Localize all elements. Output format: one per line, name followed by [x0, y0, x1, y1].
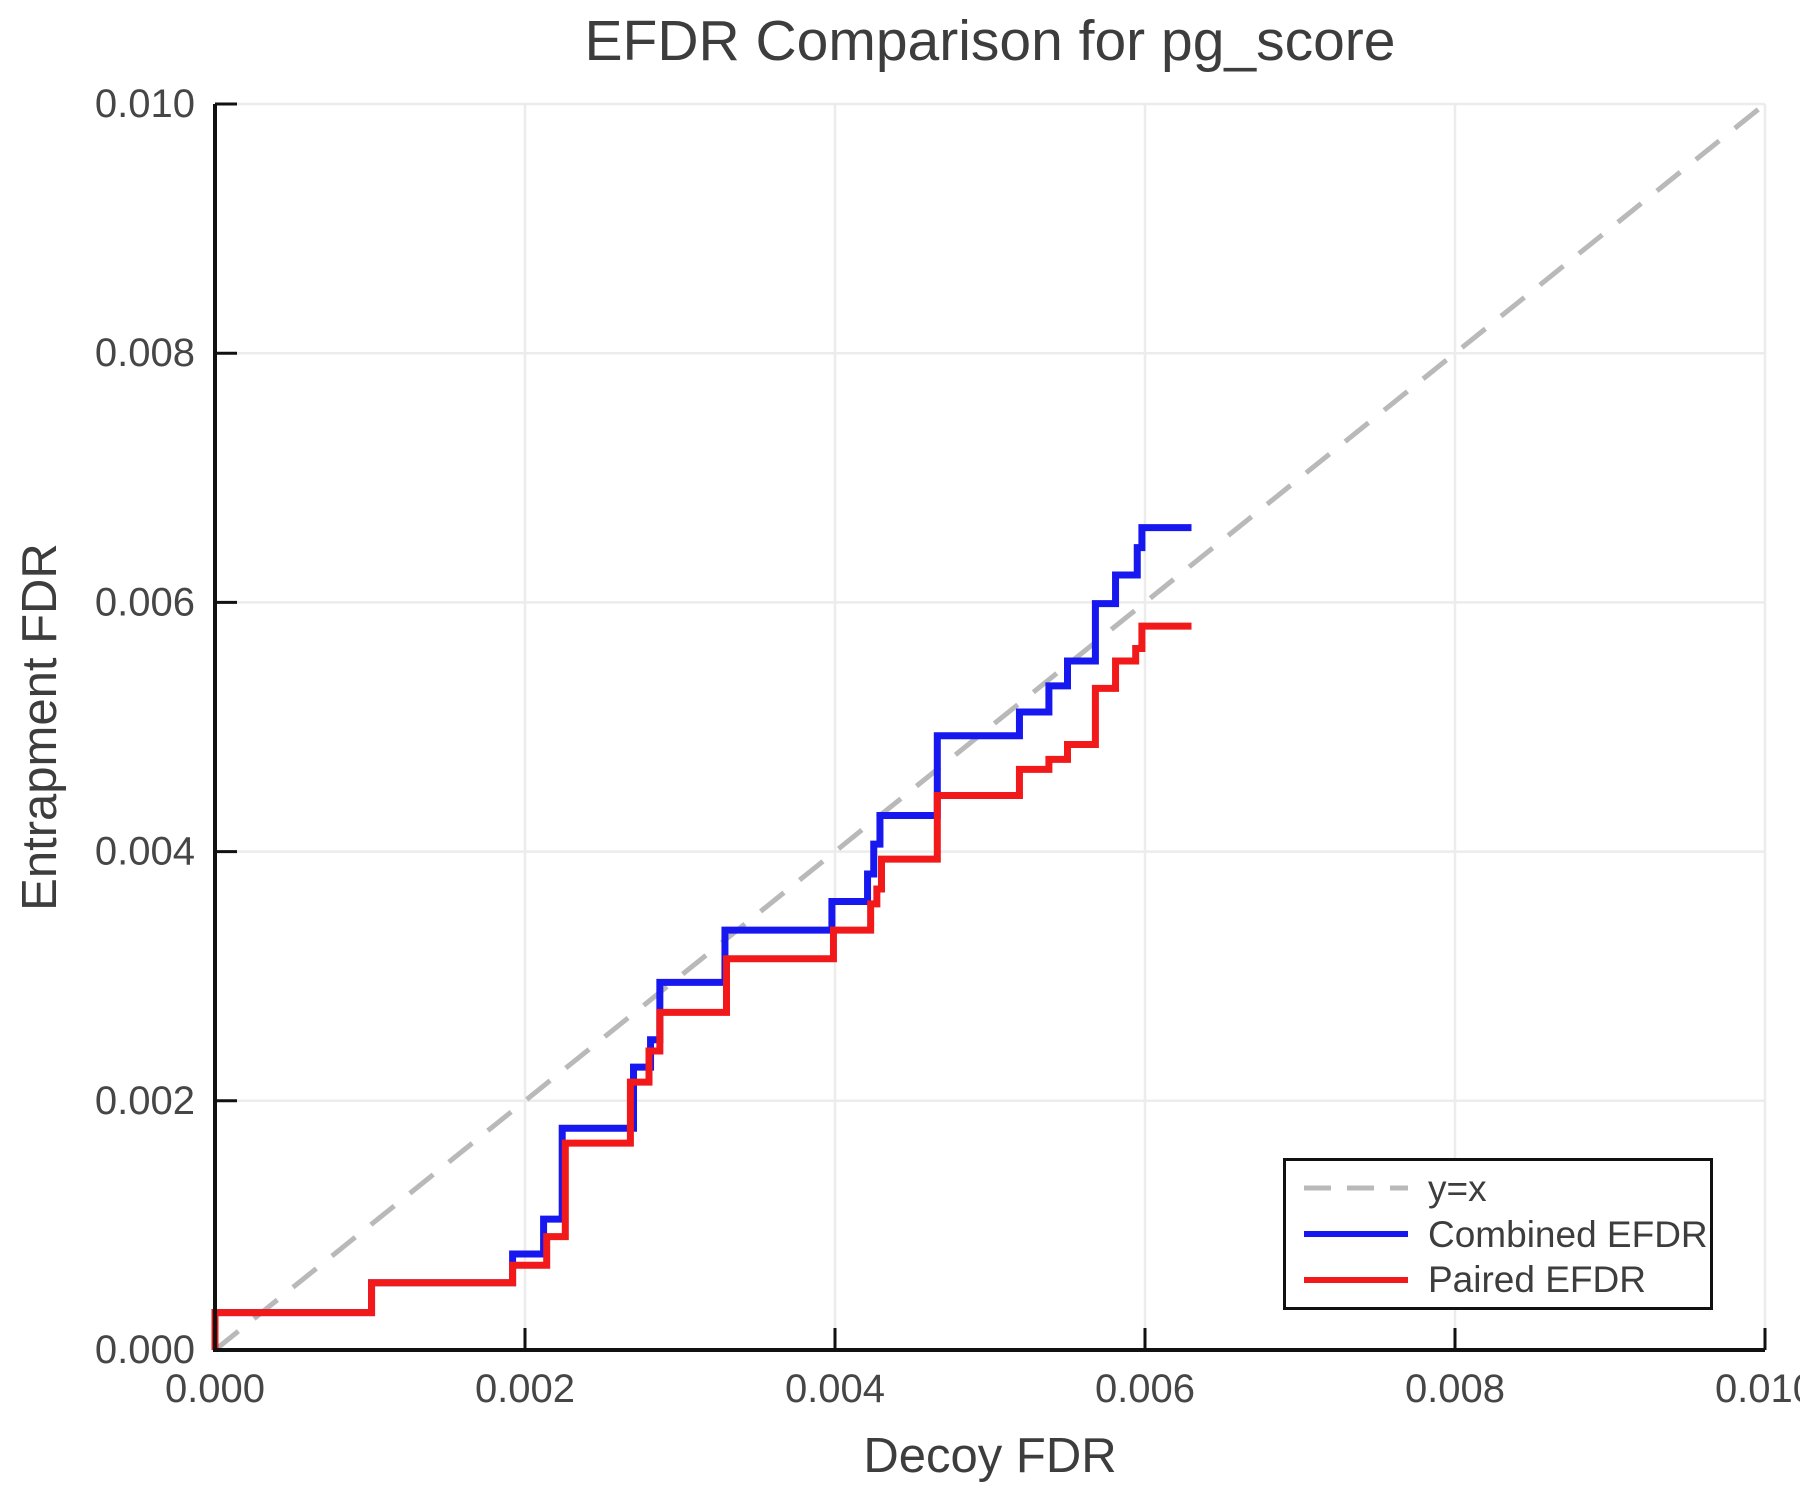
legend-label-paired: Paired EFDR — [1428, 1259, 1646, 1301]
svg-text:0.004: 0.004 — [95, 830, 195, 874]
svg-text:0.010: 0.010 — [95, 82, 195, 126]
svg-text:0.002: 0.002 — [95, 1079, 195, 1123]
svg-text:0.006: 0.006 — [1095, 1367, 1195, 1411]
combined-efdr-line-sample — [1304, 1231, 1408, 1237]
legend-row-identity: y=x — [1304, 1170, 1710, 1207]
legend-label-combined: Combined EFDR — [1428, 1213, 1708, 1255]
svg-text:0.008: 0.008 — [95, 331, 195, 375]
legend-row-paired: Paired EFDR — [1304, 1261, 1710, 1298]
svg-text:0.010: 0.010 — [1715, 1367, 1800, 1411]
chart-title: EFDR Comparison for pg_score — [584, 9, 1396, 73]
legend-row-combined: Combined EFDR — [1304, 1216, 1710, 1253]
identity-line-sample — [1304, 1185, 1408, 1191]
paired-efdr-line-sample — [1304, 1276, 1408, 1283]
legend-label-identity: y=x — [1428, 1167, 1487, 1209]
svg-text:0.002: 0.002 — [475, 1367, 575, 1411]
svg-text:0.006: 0.006 — [95, 580, 195, 624]
y-axis-label: Entrapment FDR — [13, 543, 67, 911]
svg-text:0.000: 0.000 — [165, 1367, 265, 1411]
svg-text:0.004: 0.004 — [785, 1367, 885, 1411]
svg-text:0.008: 0.008 — [1405, 1367, 1505, 1411]
legend: y=x Combined EFDR Paired EFDR — [1283, 1158, 1713, 1310]
x-axis-label: Decoy FDR — [863, 1429, 1117, 1483]
svg-text:0.000: 0.000 — [95, 1328, 195, 1372]
